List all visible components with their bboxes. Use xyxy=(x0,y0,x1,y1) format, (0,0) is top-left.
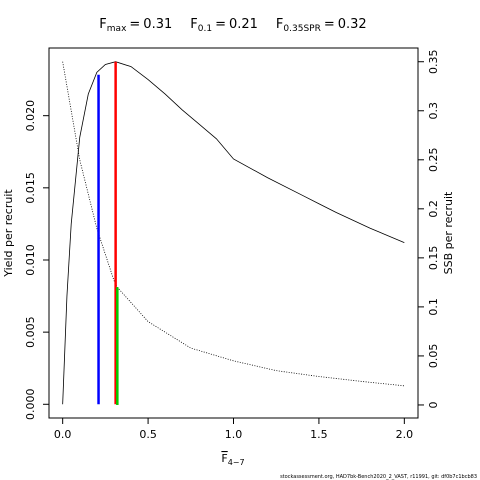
title-value: 0.32 xyxy=(338,17,367,32)
y2-tick-label: 0 xyxy=(427,401,440,408)
title-relation: = xyxy=(129,17,140,32)
y2-tick-label: 0.3 xyxy=(427,102,440,120)
y-tick-label: 0.020 xyxy=(24,100,37,132)
title-subscript: 0.1 xyxy=(198,24,212,34)
x-label: F4−7 xyxy=(221,452,244,467)
footer: stockassessment.org, HAD7bk-Bench2020_2_… xyxy=(280,474,477,480)
y2-tick-label: 0.2 xyxy=(427,200,440,218)
x-tick-label: 0.0 xyxy=(54,428,72,441)
title-symbol: F xyxy=(99,17,106,32)
title-value: 0.21 xyxy=(229,17,258,32)
x-label-subscript: 4−7 xyxy=(228,458,245,467)
y2-label: SSB per recruit xyxy=(442,191,455,274)
x-label-symbol: F xyxy=(221,452,227,465)
y-label: Yield per recruit xyxy=(2,189,15,278)
series-line xyxy=(62,61,405,405)
y-tick-label: 0.005 xyxy=(24,316,37,348)
y-tick-label: 0.010 xyxy=(24,244,37,276)
y2-tick-label: 0.25 xyxy=(427,148,440,173)
x-tick-label: 0.5 xyxy=(139,428,157,441)
title-subscript: max xyxy=(107,24,127,34)
y2-tick-label: 0.15 xyxy=(427,246,440,271)
chart-title: Fmax = 0.31 F0.1 = 0.21 F0.35SPR = 0.32 xyxy=(99,17,366,34)
y-tick-label: 0.000 xyxy=(24,389,37,421)
plot-frame xyxy=(48,47,419,419)
y-tick-label: 0.015 xyxy=(24,172,37,204)
x-tick-label: 1.0 xyxy=(225,428,243,441)
y2-tick-label: 0.35 xyxy=(427,49,440,73)
y2-tick-label: 0.1 xyxy=(427,298,440,316)
title-symbol: F xyxy=(190,17,197,32)
title-symbol: F xyxy=(276,17,283,32)
title-subscript: 0.35SPR xyxy=(283,24,320,34)
title-value: 0.31 xyxy=(143,17,172,32)
x-tick-label: 1.5 xyxy=(310,428,328,441)
y2-tick-label: 0.05 xyxy=(427,344,440,369)
title-relation: = xyxy=(324,17,335,32)
title-relation: = xyxy=(215,17,226,32)
x-tick-label: 2.0 xyxy=(396,428,414,441)
series-line xyxy=(62,61,405,387)
